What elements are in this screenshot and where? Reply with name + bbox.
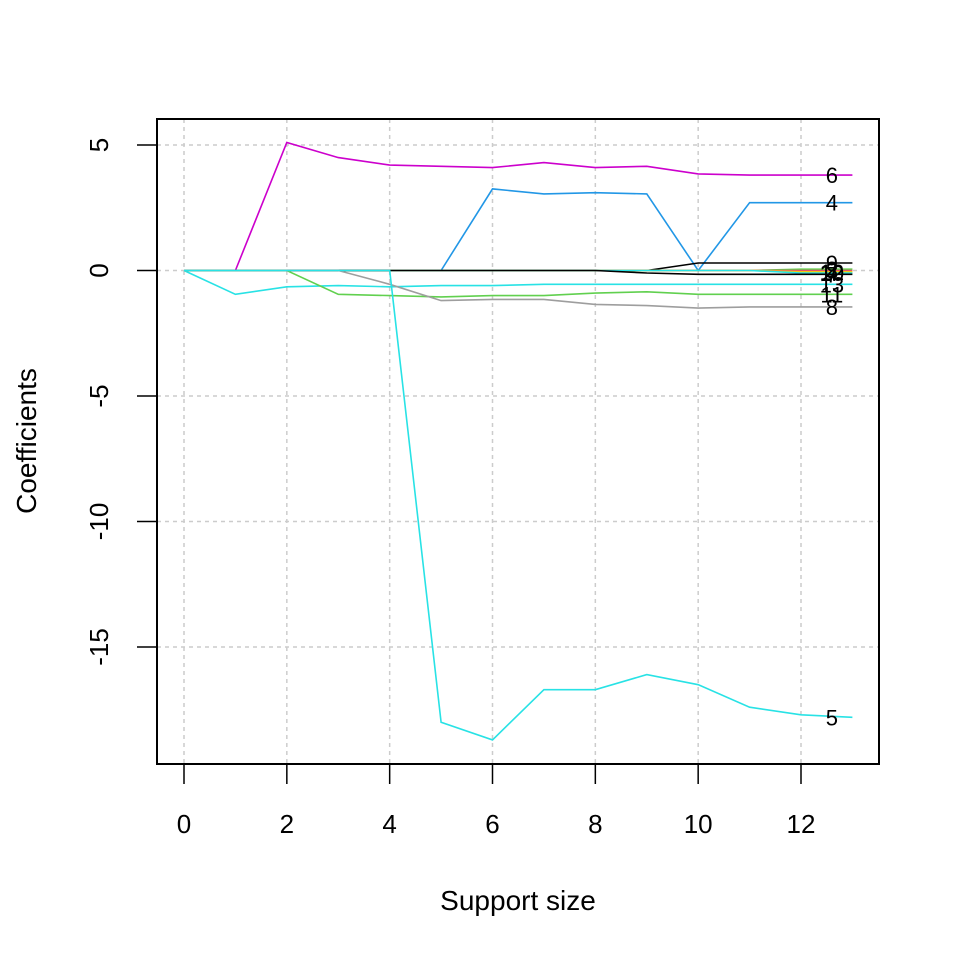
series-label-12: 12: [820, 260, 844, 285]
series-label-6: 6: [826, 163, 838, 188]
grid-lines: [157, 119, 879, 764]
x-axis-title: Support size: [440, 885, 596, 916]
series-line-5: [184, 269, 853, 741]
series-line-9: [184, 262, 853, 272]
series-line-11: [184, 269, 853, 298]
y-tick-label: 0: [84, 263, 114, 277]
axes: 0 2 4 6 8 10 12 5 0 -5 -10 -15: [84, 138, 815, 839]
x-tick-label: 10: [684, 809, 713, 839]
x-tick-label: 0: [177, 809, 191, 839]
x-tick-label: 6: [485, 809, 499, 839]
series-label-9: 9: [826, 251, 838, 276]
plot-frame: [156, 118, 880, 765]
y-tick-label: 5: [84, 138, 114, 152]
x-tick-label: 4: [382, 809, 396, 839]
series-label-4: 4: [826, 191, 838, 216]
series-label-5: 5: [826, 705, 838, 730]
y-tick-label: -5: [84, 384, 114, 407]
series-line-8: [184, 269, 853, 309]
series-line-13: [183, 269, 853, 296]
series-label-11: 11: [820, 282, 843, 307]
series-line-6: [184, 141, 853, 272]
series-label-10: 10: [820, 261, 844, 286]
y-tick-label: -10: [84, 503, 114, 541]
series-label-3: 3: [826, 259, 838, 284]
x-tick-label: 12: [787, 809, 816, 839]
x-tick-label: 8: [588, 809, 602, 839]
series-label-7: 7: [826, 262, 838, 287]
series-lines: [183, 141, 853, 741]
series-label-2: 2: [826, 257, 838, 282]
series-label-8: 8: [826, 295, 838, 320]
y-tick-label: -15: [84, 628, 114, 666]
series-label-13: 13: [820, 272, 844, 297]
x-tick-label: 2: [280, 809, 294, 839]
series-line-4: [184, 188, 853, 272]
y-axis-title: Coefficients: [11, 368, 42, 514]
